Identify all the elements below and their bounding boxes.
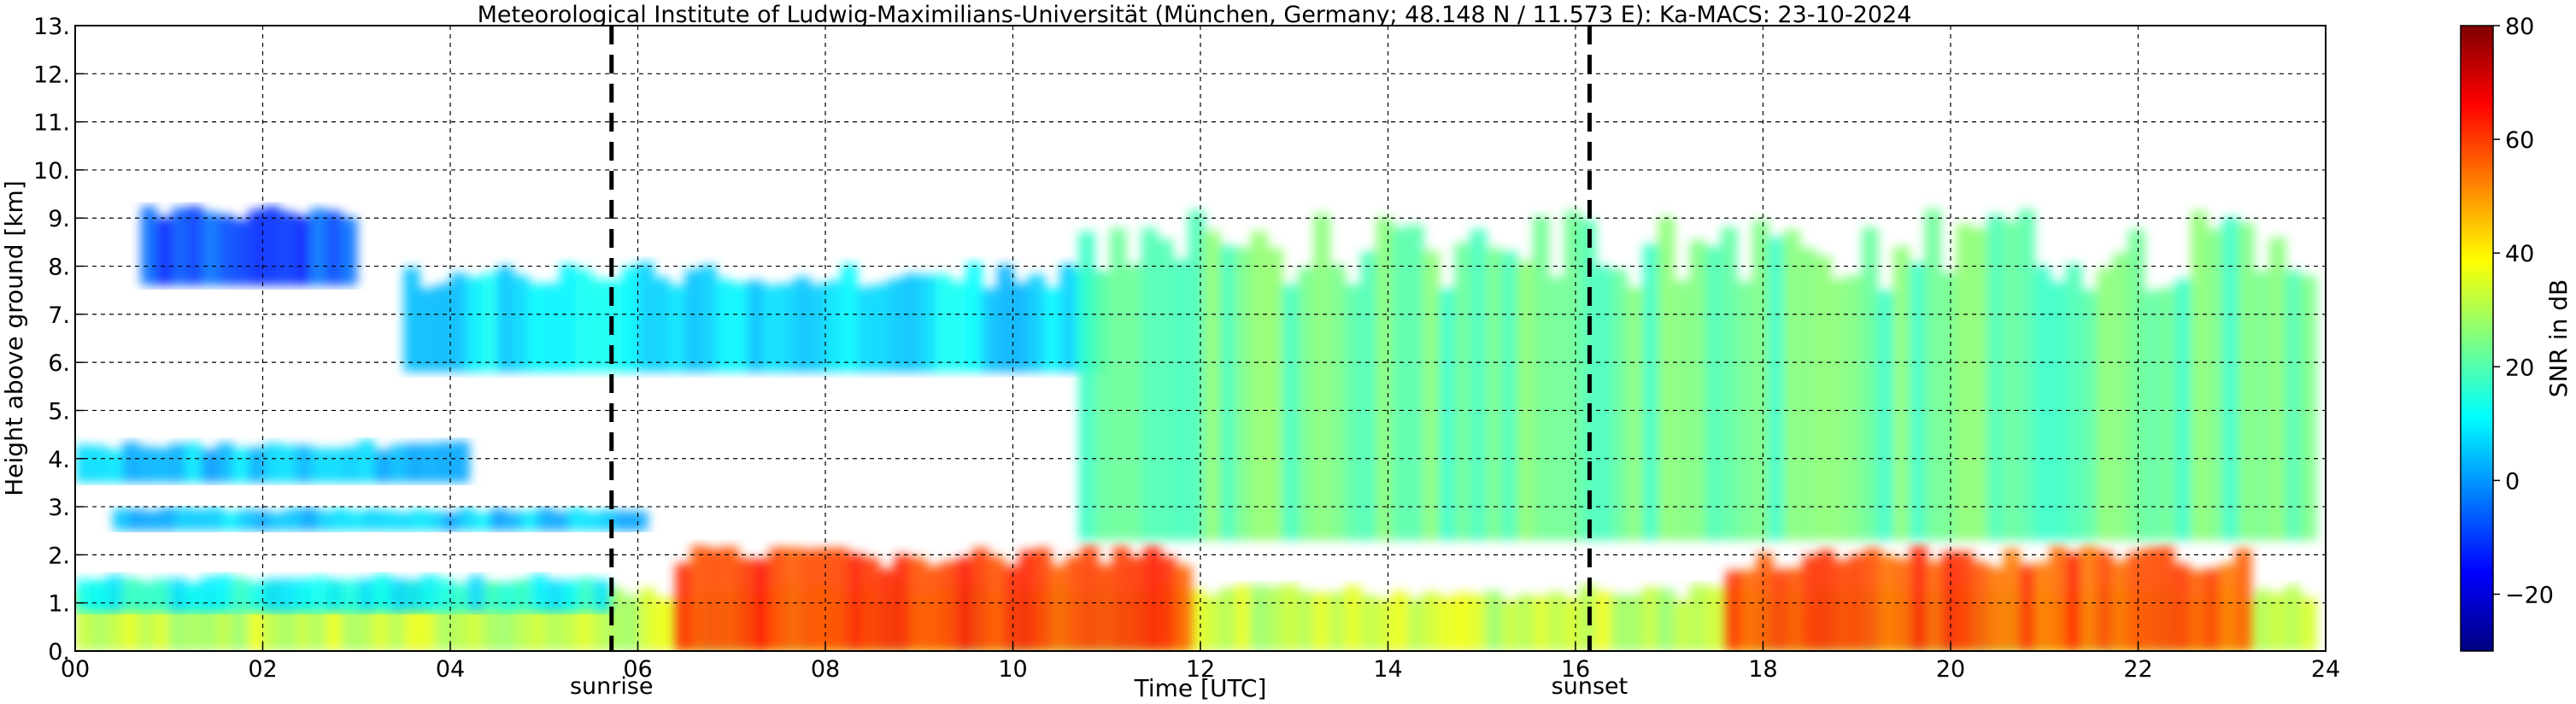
chart-title: Meteorological Institute of Ludwig-Maxim…	[478, 2, 1912, 28]
colorbar-ticks: −20 0 20 40 60 80	[2493, 14, 2554, 608]
echo-layer	[675, 545, 1192, 651]
x-tick-label: 20	[1936, 656, 1965, 683]
colorbar: −20 0 20 40 60 80 SNR in dB	[2460, 14, 2573, 652]
y-tick-label: 12.	[33, 62, 70, 88]
y-tick-label: 4.	[48, 447, 70, 473]
echo-layer	[75, 573, 611, 613]
x-tick-label: 14	[1373, 656, 1402, 683]
x-tick-label: 04	[436, 656, 465, 683]
event-label-sunset: sunset	[1552, 673, 1628, 700]
x-tick-label: 16	[1561, 656, 1590, 683]
y-tick-label: 2.	[48, 543, 70, 569]
y-tick-label: 3.	[48, 495, 70, 521]
x-tick-label: 02	[248, 656, 277, 683]
y-tick-label: 6.	[48, 350, 70, 377]
grid-lines	[75, 26, 2326, 651]
echo-field	[75, 206, 2317, 651]
colorbar-label: SNR in dB	[2544, 279, 2573, 397]
x-tick-label: 18	[1748, 656, 1777, 683]
x-axis: 00 02 04 06 08 10 12 14 16 18 20 22 24 sunrise sunset	[61, 642, 2340, 700]
y-axis: 0. 1. 2. 3. 4. 5. 6. 7. 8. 9. 10. 11. 12. 13.	[33, 14, 84, 666]
echo-layer	[1078, 208, 2317, 541]
x-axis-label: Time [UTC]	[1134, 674, 1267, 702]
echo-layer	[75, 439, 470, 483]
x-tick-label: 24	[2311, 656, 2340, 683]
plot-area	[74, 25, 2327, 652]
y-tick-label: 8.	[48, 255, 70, 281]
colorbar-tick-label: 40	[2505, 241, 2534, 267]
colorbar-tick-label: 20	[2505, 355, 2534, 381]
y-tick-label: 9.	[48, 206, 70, 232]
colorbar-tick-label: 80	[2505, 14, 2534, 40]
event-label-sunrise: sunrise	[570, 673, 654, 700]
x-tick-label: 00	[61, 656, 90, 683]
x-tick-label: 10	[998, 656, 1027, 683]
event-lines	[609, 26, 1592, 651]
echo-layer	[112, 507, 648, 531]
colorbar-frame	[2460, 25, 2494, 652]
x-tick-label: 06	[623, 656, 652, 683]
y-tick-label: 5.	[48, 398, 70, 425]
y-tick-label: 7.	[48, 302, 70, 329]
y-axis-label: Height above ground [km]	[0, 180, 28, 496]
y-tick-label: 10.	[33, 158, 70, 185]
y-tick-label: 13.	[33, 14, 70, 40]
x-tick-label: 08	[811, 656, 840, 683]
colorbar-gradient	[2461, 26, 2493, 651]
x-tick-label: 12	[1186, 656, 1215, 683]
echo-layer	[403, 261, 1108, 373]
x-tick-label: 22	[2123, 656, 2152, 683]
colorbar-tick-label: −20	[2505, 582, 2554, 608]
echo-layer	[1725, 545, 2252, 651]
y-tick-label: 0.	[48, 639, 70, 666]
y-tick-label: 1.	[48, 591, 70, 618]
colorbar-tick-label: 0	[2505, 468, 2520, 495]
colorbar-tick-label: 60	[2505, 127, 2534, 154]
echo-layer	[140, 206, 358, 286]
y-tick-label: 11.	[33, 110, 70, 137]
